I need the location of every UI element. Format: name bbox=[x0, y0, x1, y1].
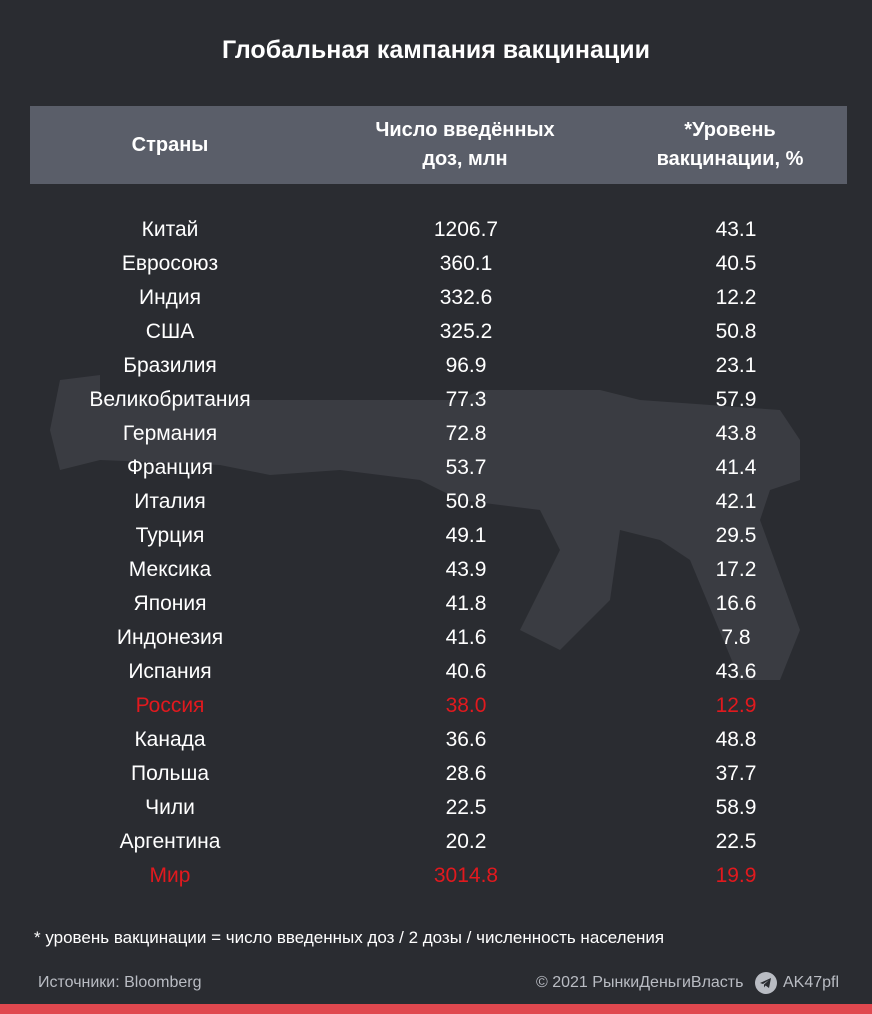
copyright-text: © 2021 РынкиДеньгиВласть bbox=[536, 974, 744, 991]
cell-rate: 42.1 bbox=[715, 490, 757, 513]
table-row: Аргентина 20.2 22.5 bbox=[0, 826, 872, 860]
cell-rate: 19.9 bbox=[715, 864, 757, 887]
table-row: Бразилия 96.9 23.1 bbox=[0, 350, 872, 384]
cell-country: Мир bbox=[149, 864, 191, 887]
table-row: США 325.2 50.8 bbox=[0, 316, 872, 350]
cell-country: Аргентина bbox=[119, 830, 221, 853]
cell-doses: 28.6 bbox=[445, 762, 487, 785]
table-row: Турция 49.1 29.5 bbox=[0, 520, 872, 554]
table-row: Испания 40.6 43.6 bbox=[0, 656, 872, 690]
channel-handle: AK47pfl bbox=[783, 974, 840, 991]
header-doses: Число введённых доз, млн bbox=[375, 119, 555, 170]
cell-rate: 7.8 bbox=[721, 626, 751, 649]
table-row: Индия 332.6 12.2 bbox=[0, 282, 872, 316]
cell-country: Польша bbox=[130, 762, 210, 785]
footnote: * уровень вакцинации = число введенных д… bbox=[34, 928, 665, 947]
cell-doses: 96.9 bbox=[445, 354, 487, 377]
cell-doses: 36.6 bbox=[445, 728, 487, 751]
cell-rate: 29.5 bbox=[715, 524, 757, 547]
cell-rate: 37.7 bbox=[715, 762, 757, 785]
cell-doses: 49.1 bbox=[445, 524, 487, 547]
header-country: Страны bbox=[131, 133, 209, 156]
cell-rate: 43.6 bbox=[715, 660, 757, 683]
table-row: Италия 50.8 42.1 bbox=[0, 486, 872, 520]
cell-country: Япония bbox=[133, 592, 207, 615]
cell-doses: 41.6 bbox=[445, 626, 487, 649]
cell-doses: 3014.8 bbox=[433, 864, 499, 887]
rifle-watermark-icon bbox=[50, 375, 800, 680]
table-row: Польша 28.6 37.7 bbox=[0, 758, 872, 792]
page-title: Глобальная кампания вакцинации bbox=[221, 36, 651, 64]
cell-doses: 1206.7 bbox=[433, 218, 499, 241]
cell-doses: 38.0 bbox=[445, 694, 487, 717]
table-row: Чили 22.5 58.9 bbox=[0, 792, 872, 826]
cell-doses: 41.8 bbox=[445, 592, 487, 615]
table-header: Страны Число введённых доз, млн *Уровень… bbox=[30, 106, 847, 184]
cell-rate: 22.5 bbox=[715, 830, 757, 853]
table-row: Евросоюз 360.1 40.5 bbox=[0, 248, 872, 282]
cell-country: Евросоюз bbox=[121, 252, 219, 275]
cell-country: Великобритания bbox=[89, 388, 251, 411]
table-row: Китай 1206.7 43.1 bbox=[0, 214, 872, 248]
cell-doses: 40.6 bbox=[445, 660, 487, 683]
cell-doses: 77.3 bbox=[445, 388, 487, 411]
cell-country: Индия bbox=[138, 286, 202, 309]
cell-rate: 12.2 bbox=[715, 286, 757, 309]
data-table: Китай 1206.7 43.1 Евросоюз 360.1 40.5 Индия 332… bbox=[0, 214, 872, 894]
cell-rate: 57.9 bbox=[715, 388, 757, 411]
table-row: Мексика 43.9 17.2 bbox=[0, 554, 872, 588]
cell-country: Индонезия bbox=[116, 626, 224, 649]
cell-country: Россия bbox=[135, 694, 205, 717]
cell-rate: 43.1 bbox=[715, 218, 757, 241]
table-row: Мир 3014.8 19.9 bbox=[0, 860, 872, 894]
cell-country: Китай bbox=[141, 218, 199, 241]
table-row: Великобритания 77.3 57.9 bbox=[0, 384, 872, 418]
cell-rate: 23.1 bbox=[715, 354, 757, 377]
cell-rate: 48.8 bbox=[715, 728, 757, 751]
cell-rate: 41.4 bbox=[715, 456, 757, 479]
cell-country: Италия bbox=[134, 490, 206, 513]
cell-doses: 72.8 bbox=[445, 422, 487, 445]
bottom-accent-bar bbox=[0, 1004, 872, 1014]
table-row: Япония 41.8 16.6 bbox=[0, 588, 872, 622]
cell-rate: 17.2 bbox=[715, 558, 757, 581]
table-row: Германия 72.8 43.8 bbox=[0, 418, 872, 452]
table-row: Россия 38.0 12.9 bbox=[0, 690, 872, 724]
table-row: Индонезия 41.6 7.8 bbox=[0, 622, 872, 656]
cell-country: Канада bbox=[134, 728, 206, 751]
cell-rate: 50.8 bbox=[715, 320, 757, 343]
cell-country: Испания bbox=[128, 660, 212, 683]
cell-doses: 20.2 bbox=[445, 830, 487, 853]
cell-rate: 43.8 bbox=[715, 422, 757, 445]
cell-rate: 16.6 bbox=[715, 592, 757, 615]
cell-country: Франция bbox=[126, 456, 214, 479]
telegram-icon bbox=[755, 972, 777, 994]
cell-doses: 22.5 bbox=[445, 796, 487, 819]
header-rate: *Уровень вакцинации, % bbox=[656, 119, 804, 170]
cell-country: Бразилия bbox=[123, 354, 217, 377]
cell-rate: 12.9 bbox=[715, 694, 757, 717]
cell-doses: 53.7 bbox=[445, 456, 487, 479]
cell-country: Чили bbox=[145, 796, 195, 819]
cell-country: Турция bbox=[135, 524, 205, 547]
cell-doses: 325.2 bbox=[439, 320, 493, 343]
cell-doses: 360.1 bbox=[439, 252, 493, 275]
cell-country: Германия bbox=[122, 422, 218, 445]
table-row: Канада 36.6 48.8 bbox=[0, 724, 872, 758]
cell-doses: 43.9 bbox=[445, 558, 487, 581]
cell-doses: 50.8 bbox=[445, 490, 487, 513]
table-row: Франция 53.7 41.4 bbox=[0, 452, 872, 486]
cell-country: Мексика bbox=[128, 558, 212, 581]
cell-rate: 58.9 bbox=[715, 796, 757, 819]
cell-country: США bbox=[145, 320, 195, 343]
cell-doses: 332.6 bbox=[439, 286, 493, 309]
cell-rate: 40.5 bbox=[715, 252, 757, 275]
sources-text: Источники: Bloomberg bbox=[38, 974, 202, 991]
